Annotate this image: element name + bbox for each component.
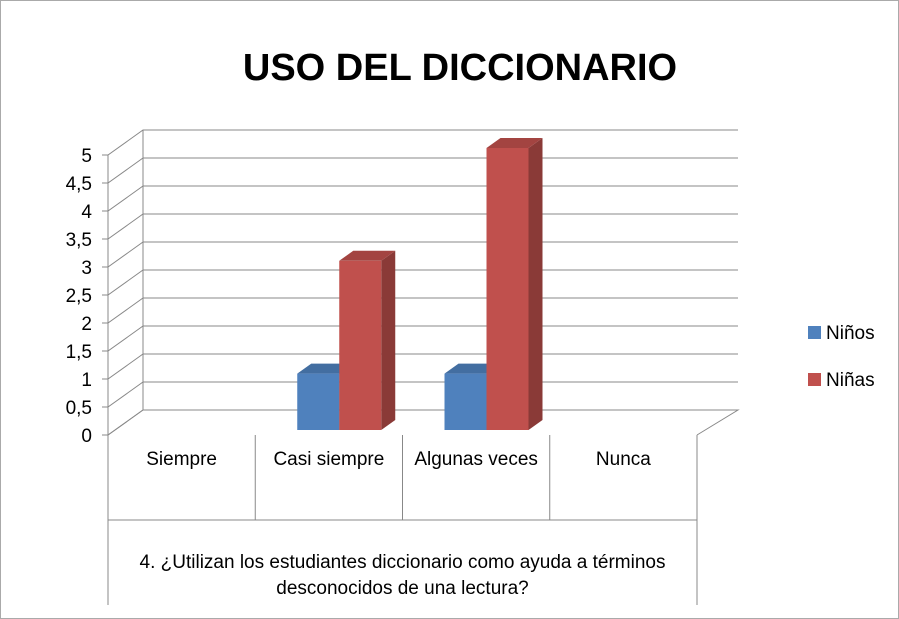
chart-title: USO DEL DICCIONARIO xyxy=(243,47,677,89)
legend-swatch xyxy=(808,326,821,339)
y-tick-label: 4,5 xyxy=(66,174,92,195)
y-tick-label: 1 xyxy=(81,370,92,391)
bar-side xyxy=(381,250,396,430)
legend-label: Niñas xyxy=(826,370,875,391)
y-tick-label: 0 xyxy=(81,426,92,447)
grid-line xyxy=(102,325,738,352)
bar-top xyxy=(486,138,543,148)
grid-line xyxy=(102,241,738,268)
legend-label: Niños xyxy=(826,323,875,344)
grid-line xyxy=(102,129,738,156)
bar xyxy=(297,373,340,430)
x-tick-label: Algunas veces xyxy=(414,449,538,470)
y-tick-label: 2 xyxy=(81,314,92,335)
x-tick-label: Casi siempre xyxy=(273,449,385,470)
grid-line xyxy=(102,269,738,296)
grid-line xyxy=(102,409,738,436)
grid-line xyxy=(102,157,738,184)
grid-line xyxy=(102,213,738,240)
y-tick-label: 3 xyxy=(81,258,92,279)
bar xyxy=(444,373,487,430)
x-axis-label: 4. ¿Utilizan los estudiantes diccionario… xyxy=(139,552,666,599)
bar-side xyxy=(528,138,543,430)
legend-swatch xyxy=(808,373,821,386)
bar xyxy=(486,148,529,430)
y-tick-label: 4 xyxy=(81,202,92,223)
y-tick-label: 2,5 xyxy=(66,286,92,307)
y-tick-label: 5 xyxy=(81,146,92,167)
bar-top xyxy=(339,250,396,261)
y-tick-label: 3,5 xyxy=(66,230,92,251)
grid-line xyxy=(102,297,738,324)
x-tick-label: Siempre xyxy=(146,449,217,470)
grid-line xyxy=(102,185,738,212)
y-tick-label: 0,5 xyxy=(66,398,92,419)
grid-line xyxy=(102,353,738,380)
grid-line xyxy=(102,381,738,408)
y-tick-label: 1,5 xyxy=(66,342,92,363)
bar xyxy=(339,260,382,430)
x-tick-label: Nunca xyxy=(595,449,651,470)
